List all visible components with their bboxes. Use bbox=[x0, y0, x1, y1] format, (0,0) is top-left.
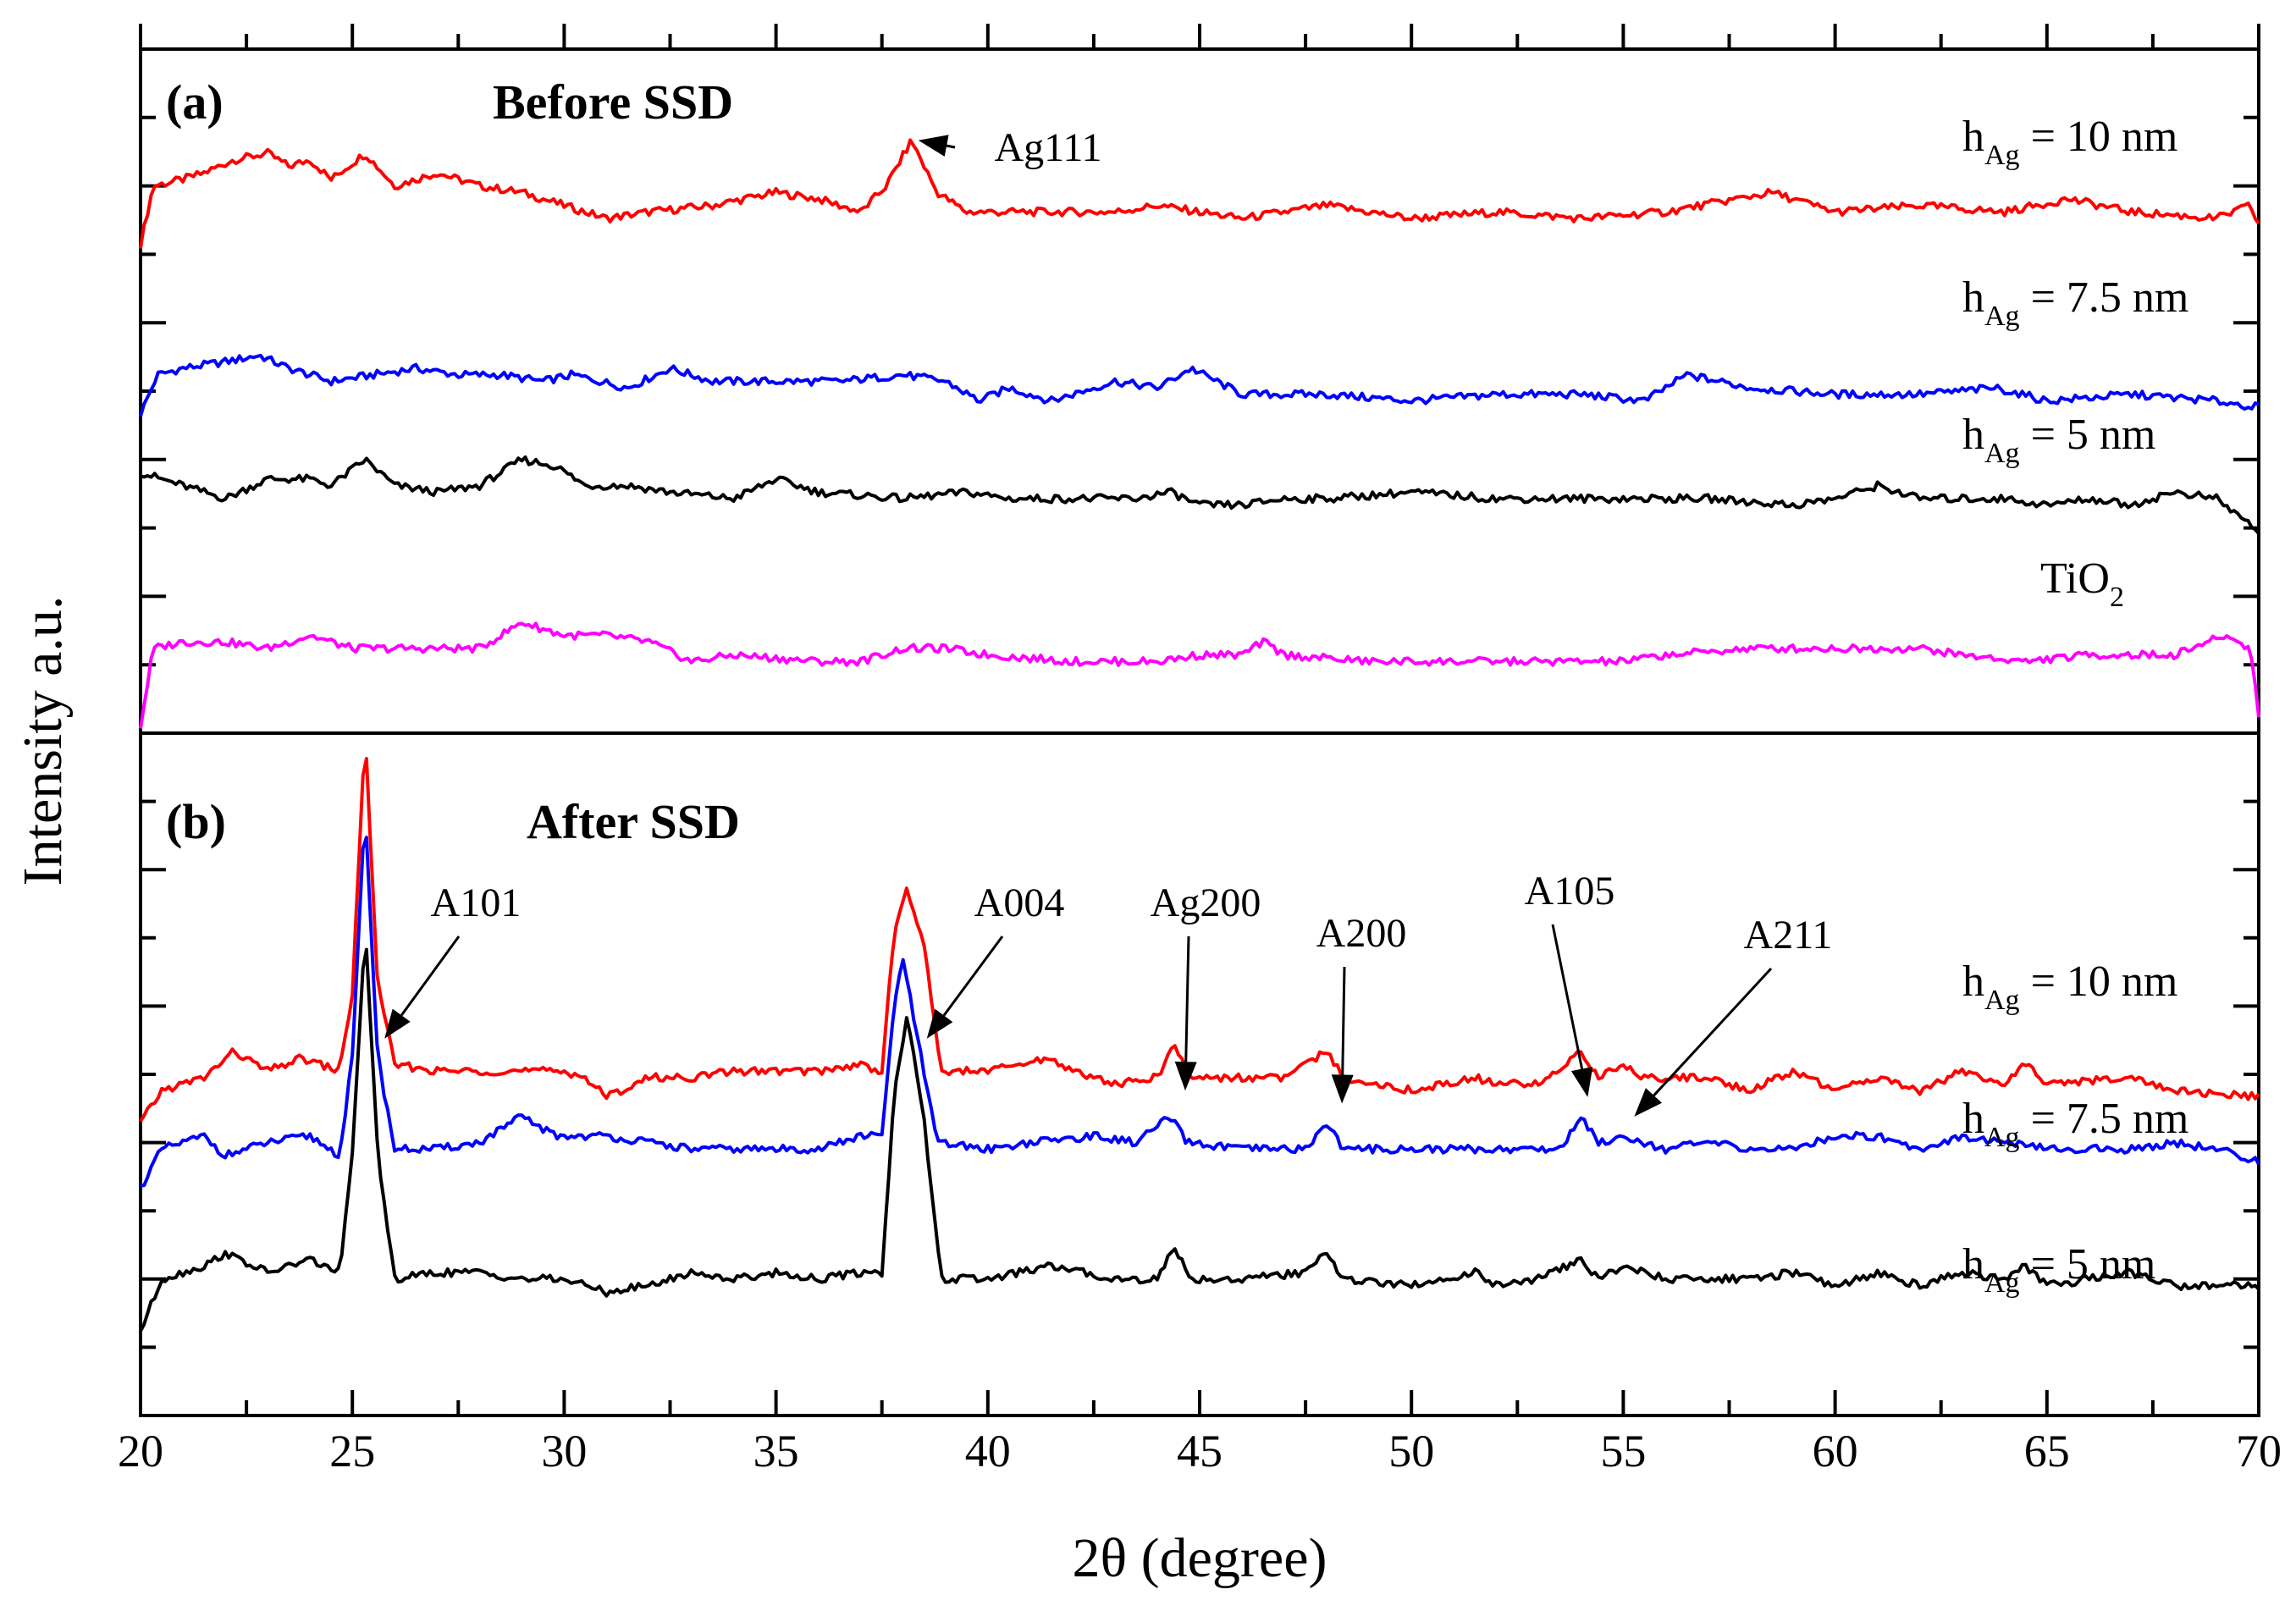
panel-frame-b bbox=[139, 731, 2260, 1417]
panel-label-b: (b) bbox=[166, 794, 226, 849]
x-tick-label: 40 bbox=[965, 1426, 1011, 1476]
peak-annotation-a105: A105 bbox=[1525, 869, 1615, 913]
series-label-a-1: hAg = 7.5 nm bbox=[1962, 273, 2188, 332]
annotation-arrow-head bbox=[1634, 1088, 1662, 1117]
annotation-arrow-line bbox=[946, 144, 956, 149]
annotation-arrow-head bbox=[1331, 1074, 1354, 1104]
annotation-arrow-line bbox=[400, 935, 461, 1017]
x-axis-title: 2θ (degree) bbox=[1073, 1527, 1327, 1589]
annotation-arrow-head bbox=[1174, 1061, 1197, 1091]
x-tick-label: 20 bbox=[118, 1426, 163, 1476]
axes-layer bbox=[139, 24, 2260, 1417]
annotation-arrow-head bbox=[1570, 1067, 1593, 1097]
x-tick-label: 60 bbox=[1813, 1426, 1858, 1476]
series-line-a-3 bbox=[139, 621, 2260, 729]
series-label-a-2: hAg = 5 nm bbox=[1962, 411, 2155, 469]
series-label-b-2: hAg = 5 nm bbox=[1962, 1240, 2155, 1299]
x-tick-label: 25 bbox=[329, 1426, 375, 1476]
annotation-arrow-head bbox=[384, 1008, 411, 1039]
x-tick-label: 50 bbox=[1388, 1426, 1434, 1476]
peak-annotation-a211: A211 bbox=[1744, 913, 1833, 958]
x-tick-label: 45 bbox=[1177, 1426, 1223, 1476]
y-axis-title: Intensity a.u. bbox=[12, 596, 74, 886]
series-line-a-1 bbox=[139, 353, 2260, 417]
series-line-a-2 bbox=[140, 455, 2260, 535]
annotation-arrow-line bbox=[1551, 924, 1584, 1069]
x-tick-label: 55 bbox=[1600, 1426, 1646, 1476]
series-line-a-0 bbox=[139, 138, 2260, 249]
annotation-arrow-head bbox=[926, 1008, 953, 1039]
annotation-arrow-head bbox=[918, 135, 949, 157]
peak-annotation-ag200: Ag200 bbox=[1151, 880, 1261, 925]
peak-annotation-a200: A200 bbox=[1316, 911, 1407, 956]
annotation-arrow-line bbox=[1184, 935, 1190, 1062]
x-tick-label: 65 bbox=[2024, 1426, 2070, 1476]
panel-label-a: (a) bbox=[166, 75, 224, 130]
panel-title-a: Before SSD bbox=[493, 75, 733, 130]
series-label-b-0: hAg = 10 nm bbox=[1962, 958, 2177, 1016]
series-line-b-1 bbox=[140, 836, 2260, 1188]
annotation-arrow-line bbox=[1341, 966, 1346, 1075]
series-label-a-3: TiO2 bbox=[2040, 555, 2124, 613]
peak-annotation-a101: A101 bbox=[431, 880, 522, 925]
series-line-b-0 bbox=[139, 757, 2260, 1123]
x-tick-label: 70 bbox=[2236, 1426, 2282, 1476]
x-tick-label: 30 bbox=[541, 1426, 587, 1476]
peak-annotation-a004: A004 bbox=[974, 880, 1065, 925]
annotation-arrow-line bbox=[942, 935, 1004, 1017]
series-layer bbox=[139, 138, 2260, 1333]
peak-annotation-ag111: Ag111 bbox=[994, 125, 1101, 170]
labels-layer: 20 25 30 35 40 45 50 55 60 65 70 2θ (degree) Intensi… bbox=[12, 75, 2282, 1589]
panel-title-b: After SSD bbox=[527, 794, 740, 849]
annotation-arrow-line bbox=[1653, 967, 1773, 1096]
series-line-b-2 bbox=[139, 947, 2260, 1333]
series-label-a-0: hAg = 10 nm bbox=[1962, 113, 2177, 171]
x-tick-label: 35 bbox=[753, 1426, 799, 1476]
series-label-b-1: hAg = 7.5 nm bbox=[1962, 1095, 2188, 1153]
